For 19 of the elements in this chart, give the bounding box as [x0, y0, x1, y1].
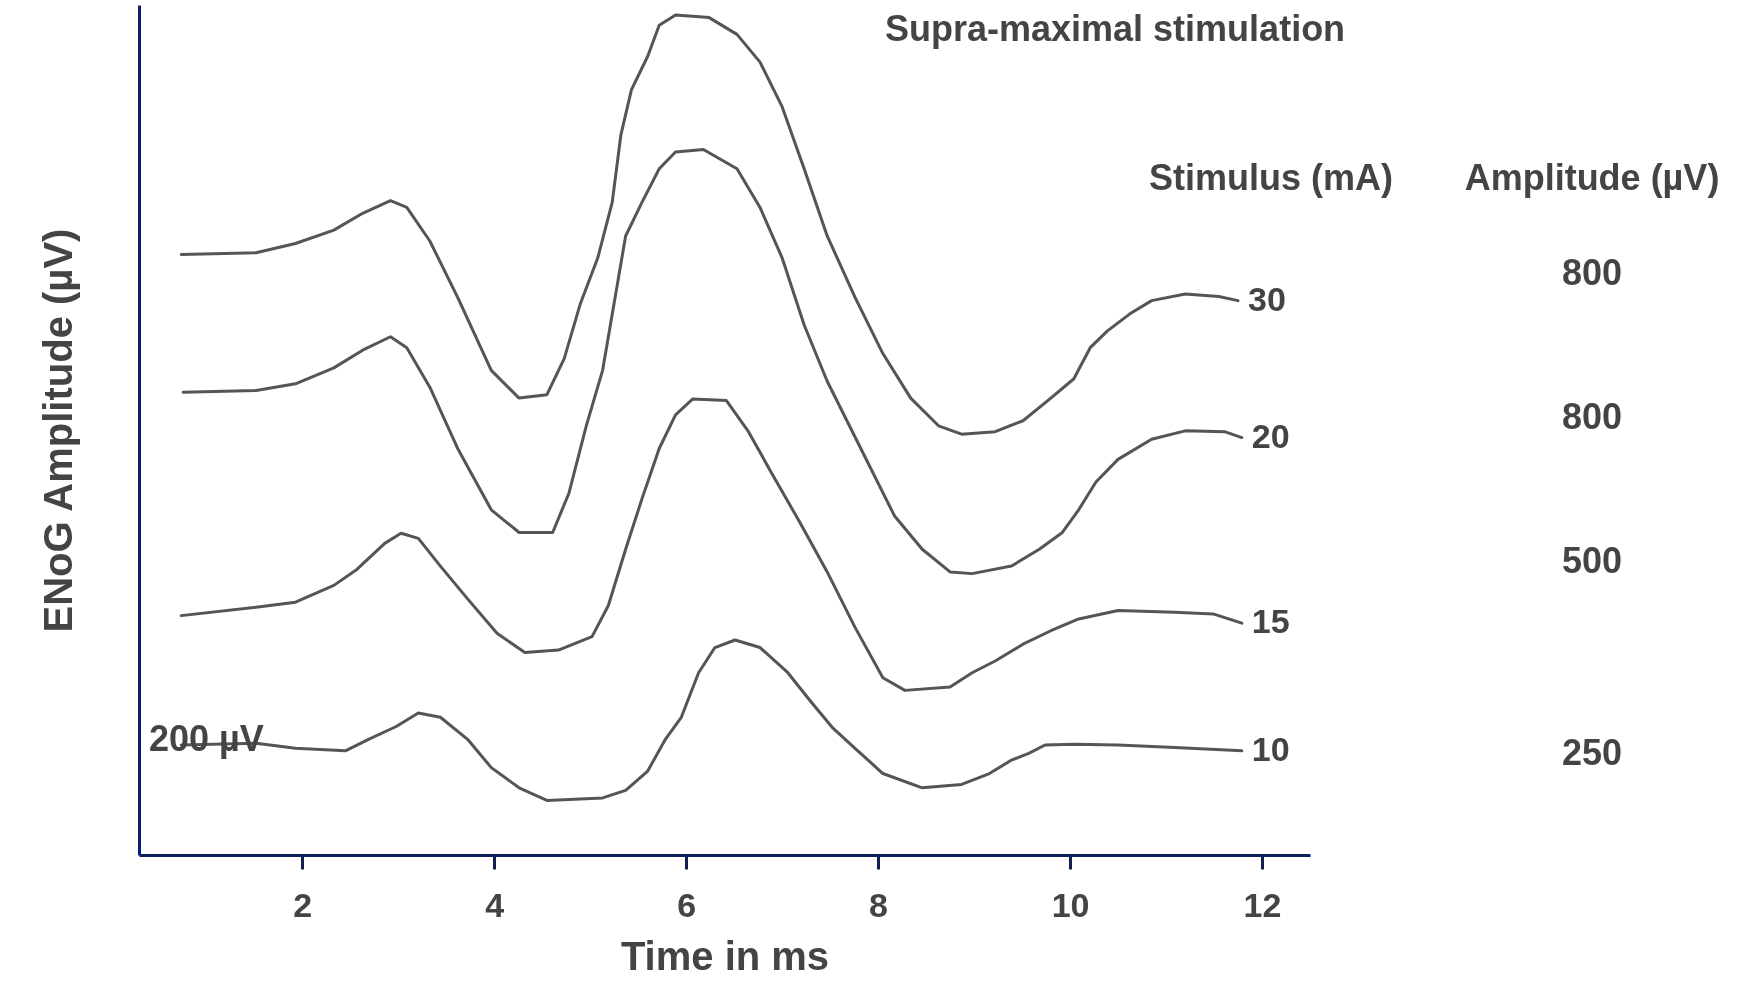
x-tick-label: 8 [869, 885, 889, 924]
series-label: 30 [1248, 279, 1286, 318]
text: Amplitude (µV) [1464, 157, 1720, 198]
annotation: Stimulus (mA) [1148, 157, 1394, 198]
x-tick-label: 2 [293, 885, 313, 924]
x-tick-label: 12 [1243, 885, 1282, 924]
text: 800 [1561, 252, 1623, 293]
x-tick-label: 10 [1051, 885, 1090, 924]
text: 500 [1561, 540, 1623, 581]
x-axis-title: Time in ms [620, 933, 830, 978]
x-tick-label: 6 [677, 885, 697, 924]
x-tick-label: 4 [485, 885, 505, 924]
series-label: 15 [1251, 602, 1290, 641]
text: 800 [1561, 396, 1623, 437]
series-label: 10 [1251, 729, 1290, 768]
annotation: Supra-maximal stimulation [885, 8, 1346, 49]
text: 250 [1561, 732, 1623, 773]
series-label: 20 [1251, 416, 1290, 455]
y-axis-title: ENoG Amplitude (µV) [35, 228, 80, 633]
